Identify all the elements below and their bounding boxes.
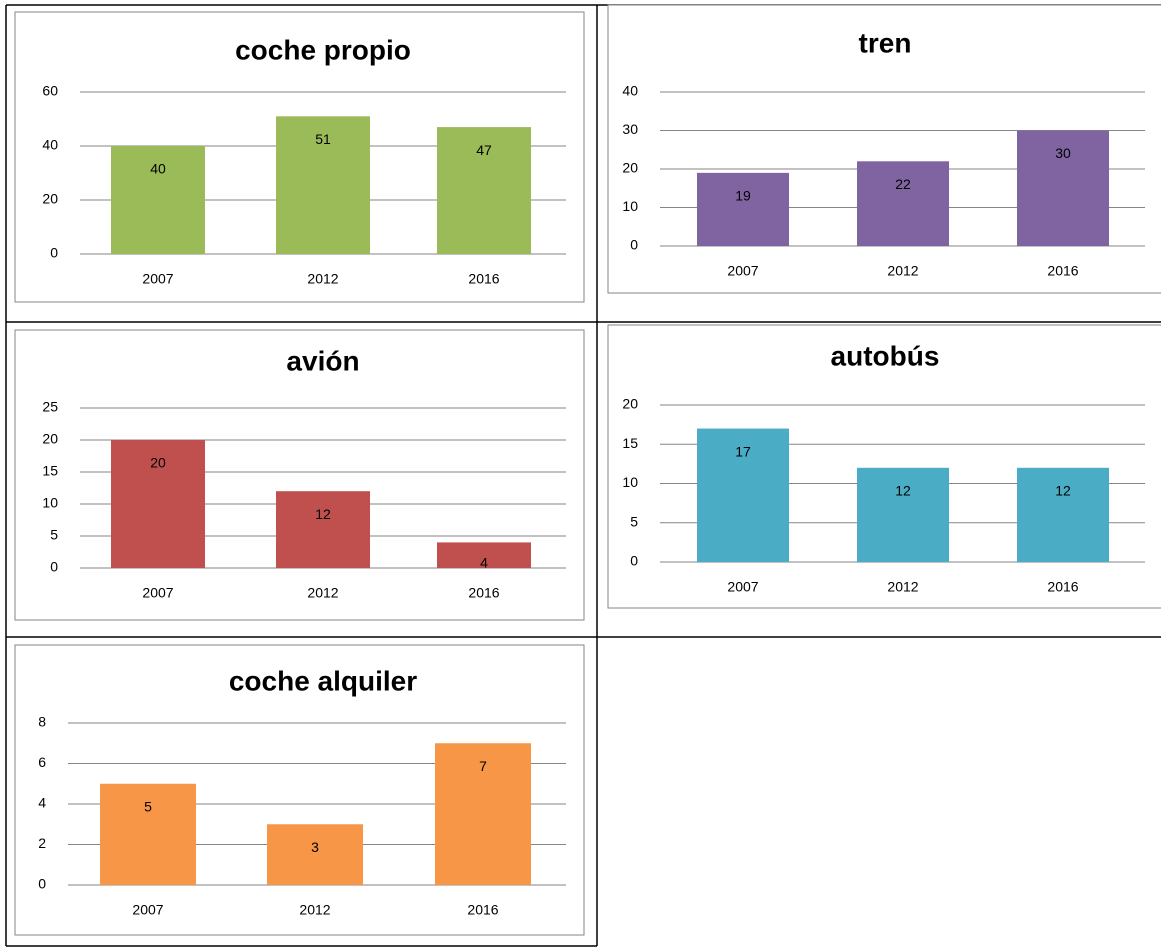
y-tick-label: 10 — [42, 495, 58, 511]
chart-title: autobús — [831, 340, 940, 371]
value-label: 12 — [895, 483, 911, 499]
bar — [697, 172, 789, 246]
x-tick-label: 2016 — [467, 902, 498, 918]
chart-title: tren — [859, 27, 912, 58]
x-tick-label: 2012 — [307, 271, 338, 287]
y-tick-label: 15 — [622, 435, 638, 451]
value-label: 47 — [476, 142, 492, 158]
value-label: 5 — [144, 798, 152, 814]
y-tick-label: 4 — [38, 795, 46, 811]
bar — [1017, 467, 1109, 562]
bar — [111, 146, 205, 254]
chart-frame — [14, 329, 585, 621]
value-label: 4 — [480, 555, 488, 571]
y-tick-label: 40 — [42, 137, 58, 153]
value-label: 3 — [311, 839, 319, 855]
bar — [435, 743, 531, 885]
y-tick-label: 0 — [630, 553, 638, 569]
chart-title: coche propio — [235, 34, 411, 65]
chart: coche propio 0 20 40 60 2007 40 2012 51 2016 47 — [14, 11, 585, 303]
x-tick-label: 2016 — [468, 271, 499, 287]
y-tick-label: 0 — [630, 237, 638, 253]
bar — [100, 783, 196, 885]
value-label: 12 — [1055, 483, 1071, 499]
value-label: 19 — [735, 188, 751, 204]
x-tick-label: 2007 — [727, 579, 758, 595]
y-tick-label: 25 — [42, 399, 58, 415]
x-tick-label: 2016 — [1047, 579, 1078, 595]
value-label: 30 — [1055, 145, 1071, 161]
chart: coche alquiler 0 2 4 6 8 2007 5 2012 3 2016 7 — [14, 644, 585, 936]
y-tick-label: 30 — [622, 121, 638, 137]
x-tick-label: 2007 — [132, 902, 163, 918]
x-tick-label: 2007 — [727, 263, 758, 279]
bar — [111, 440, 205, 568]
x-tick-label: 2016 — [468, 585, 499, 601]
value-label: 51 — [315, 131, 331, 147]
y-tick-label: 5 — [630, 513, 638, 529]
value-label: 22 — [895, 176, 911, 192]
bar — [267, 824, 363, 885]
value-label: 40 — [150, 161, 166, 177]
y-tick-label: 10 — [622, 198, 638, 214]
bar — [437, 542, 531, 568]
y-tick-label: 8 — [38, 714, 46, 730]
chart: autobús 0 5 10 15 20 2007 17 2012 12 2016 12 — [607, 324, 1161, 609]
chart-title: coche alquiler — [229, 665, 417, 696]
x-tick-label: 2007 — [142, 271, 173, 287]
value-label: 17 — [735, 443, 751, 459]
y-tick-label: 0 — [50, 559, 58, 575]
bar — [276, 491, 370, 568]
y-tick-label: 20 — [42, 191, 58, 207]
chart: avión 0 5 10 15 20 25 2007 20 2012 12 2016 4 — [14, 329, 585, 621]
value-label: 7 — [479, 758, 487, 774]
y-tick-label: 20 — [622, 396, 638, 412]
value-label: 20 — [150, 455, 166, 471]
x-tick-label: 2012 — [307, 585, 338, 601]
y-tick-label: 20 — [622, 160, 638, 176]
bar — [437, 127, 531, 254]
x-tick-label: 2012 — [299, 902, 330, 918]
y-tick-label: 40 — [622, 83, 638, 99]
value-label: 12 — [315, 506, 331, 522]
y-tick-label: 6 — [38, 754, 46, 770]
x-tick-label: 2012 — [887, 579, 918, 595]
y-tick-label: 0 — [50, 245, 58, 261]
y-tick-label: 20 — [42, 431, 58, 447]
y-tick-label: 5 — [50, 527, 58, 543]
y-tick-label: 60 — [42, 83, 58, 99]
x-tick-label: 2012 — [887, 263, 918, 279]
bar — [697, 428, 789, 562]
y-tick-label: 2 — [38, 835, 46, 851]
bar — [857, 467, 949, 562]
bar — [276, 116, 370, 254]
x-tick-label: 2016 — [1047, 263, 1078, 279]
bar — [1017, 130, 1109, 246]
y-tick-label: 0 — [38, 876, 46, 892]
bar — [857, 161, 949, 246]
y-tick-label: 15 — [42, 463, 58, 479]
chart: tren 0 10 20 30 40 2007 19 2012 22 2016 30 — [607, 4, 1161, 294]
y-tick-label: 10 — [622, 474, 638, 490]
x-tick-label: 2007 — [142, 585, 173, 601]
chart-title: avión — [286, 345, 359, 376]
